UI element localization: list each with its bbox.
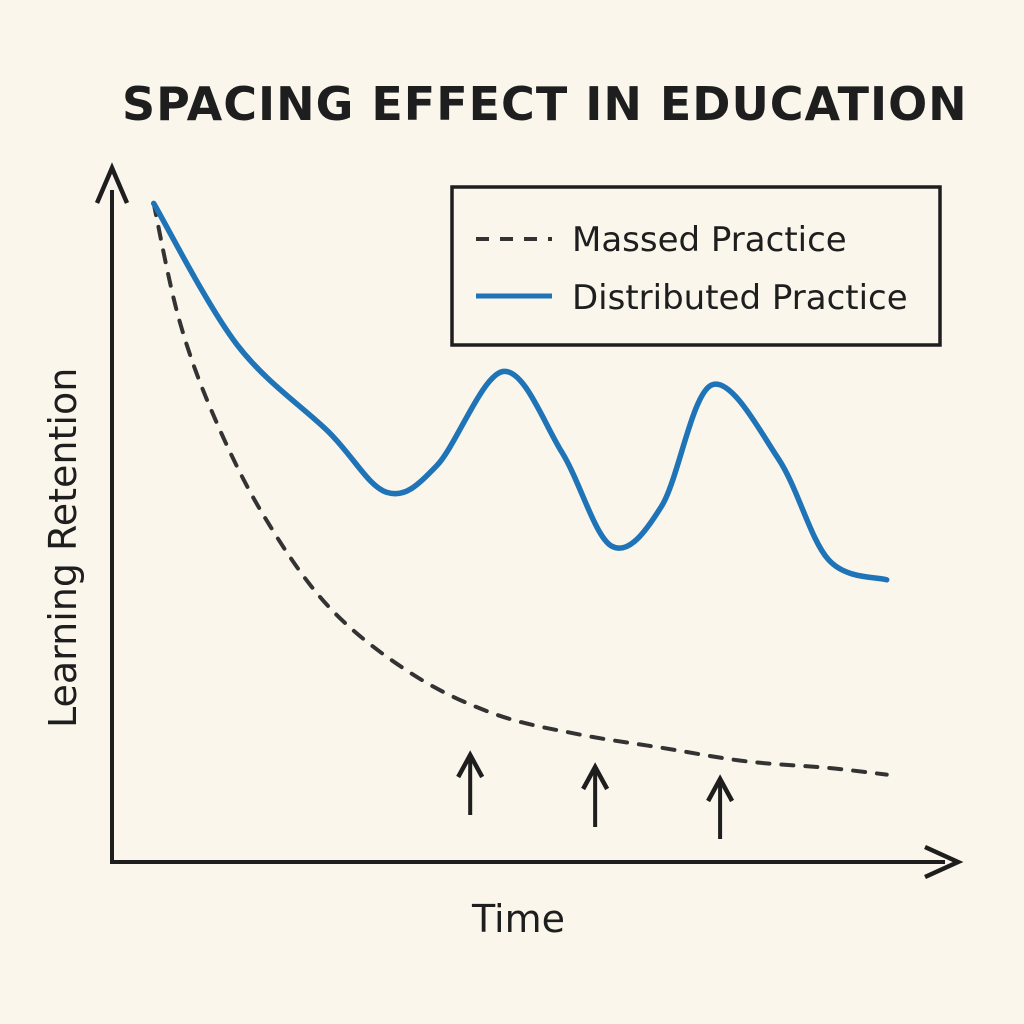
up-arrow-head: [706, 774, 735, 803]
up-arrow-head: [456, 750, 485, 779]
y-axis-label: Learning Retention: [41, 368, 85, 728]
chart-title: SPACING EFFECT IN EDUCATION: [122, 77, 968, 131]
x-axis-label: Time: [471, 897, 565, 941]
up-arrow-icon: [456, 750, 485, 815]
series-line-distributed-practice: [150, 200, 890, 583]
up-arrow-icon: [581, 762, 610, 827]
legend-label-distributed-practice: Distributed Practice: [572, 278, 908, 318]
x-axis-arrowhead-icon: [924, 844, 964, 880]
series-line-massed-practice: [151, 201, 889, 777]
legend-box: [450, 185, 942, 347]
legend: Massed Practice Distributed Practice: [450, 185, 942, 347]
y-axis-arrowhead-icon: [94, 162, 130, 204]
up-arrow-icon: [706, 774, 735, 839]
legend-label-massed-practice: Massed Practice: [572, 220, 847, 260]
up-arrow-head: [581, 762, 610, 791]
axes: [94, 162, 964, 880]
annotation-layer: [456, 750, 735, 839]
series-layer: [150, 200, 890, 777]
